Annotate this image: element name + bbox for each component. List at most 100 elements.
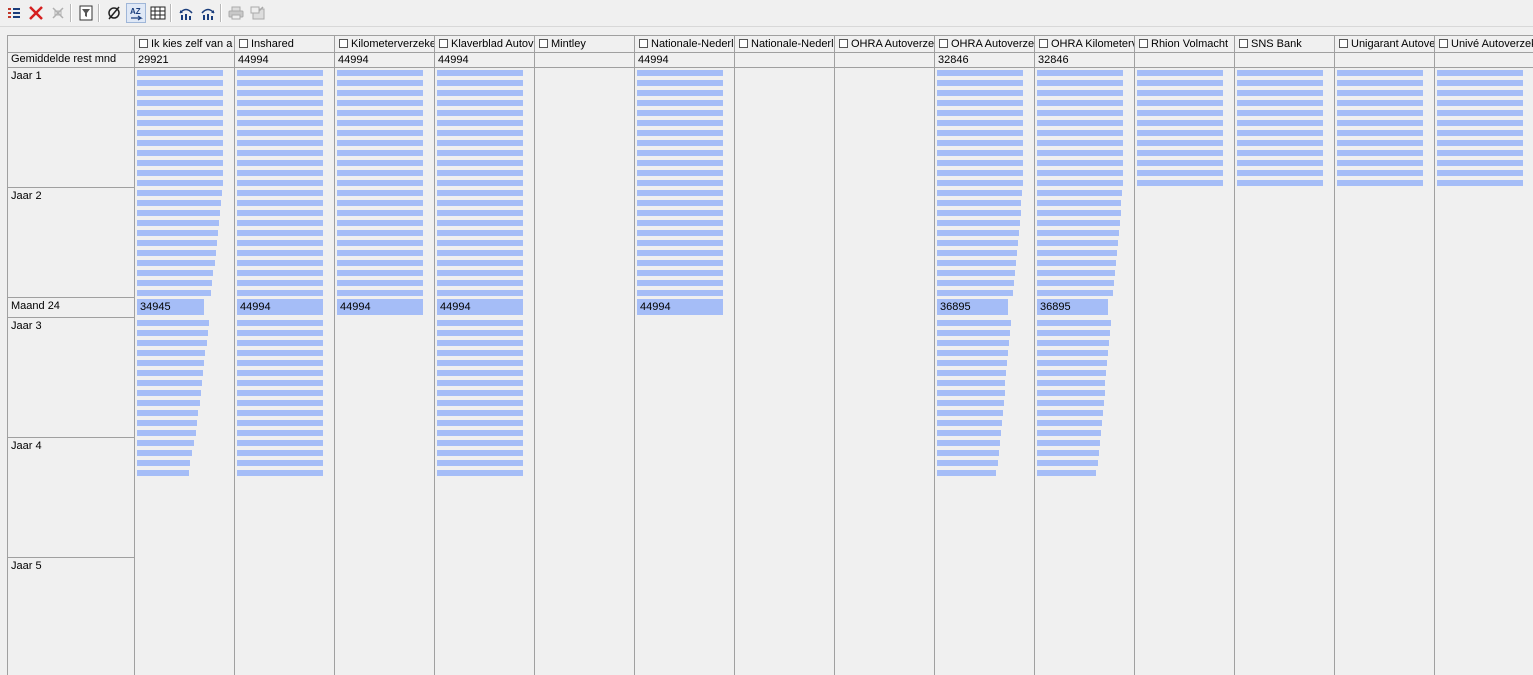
month-bar	[137, 350, 205, 356]
column-header-7[interactable]: OHRA Autoverze	[835, 36, 934, 52]
month-bar	[237, 260, 323, 266]
column-select-checkbox[interactable]	[639, 39, 648, 48]
column-select-checkbox[interactable]	[939, 39, 948, 48]
month-24-bar: 44994	[437, 299, 523, 315]
month-bar	[237, 460, 323, 466]
column-header-1[interactable]: Inshared	[235, 36, 334, 52]
month-bar	[937, 290, 1013, 296]
column-header-5[interactable]: Nationale-Nederl	[635, 36, 734, 52]
month-bar	[437, 220, 523, 226]
month-bar	[1337, 180, 1423, 186]
month-bar	[437, 200, 523, 206]
column-select-checkbox[interactable]	[139, 39, 148, 48]
empty-set-button[interactable]	[104, 3, 124, 23]
chart-back-button[interactable]	[176, 3, 196, 23]
month-bar	[137, 180, 223, 186]
column-select-checkbox[interactable]	[439, 39, 448, 48]
grid-border-top	[7, 35, 1533, 36]
month-bar	[1037, 370, 1106, 376]
month-bar	[137, 250, 216, 256]
column-select-checkbox[interactable]	[739, 39, 748, 48]
month-bar	[237, 340, 323, 346]
month-bar	[137, 140, 223, 146]
month-bar	[137, 430, 196, 436]
month-bar	[137, 390, 201, 396]
column-header-10[interactable]: Rhion Volmacht	[1135, 36, 1234, 52]
column-select-checkbox[interactable]	[339, 39, 348, 48]
month-24-bar: 36895	[1037, 299, 1108, 315]
delete-button[interactable]	[26, 3, 46, 23]
column-header-3[interactable]: Klaverblad Autov	[435, 36, 534, 52]
column-header-12[interactable]: Unigarant Autove	[1335, 36, 1434, 52]
month-bar	[1137, 100, 1223, 106]
month-bar	[1037, 280, 1114, 286]
grid-column-divider	[334, 35, 335, 675]
column-header-0[interactable]: Ik kies zelf van a	[135, 36, 234, 52]
month-bar	[937, 400, 1004, 406]
column-select-checkbox[interactable]	[1239, 39, 1248, 48]
column-header-2[interactable]: Kilometerverzeke	[335, 36, 434, 52]
month-bar	[137, 240, 217, 246]
month-bar	[237, 440, 323, 446]
month-bar	[1237, 70, 1323, 76]
month-bar	[1037, 340, 1109, 346]
row-divider	[7, 557, 134, 558]
month-bar	[1337, 140, 1423, 146]
column-header-8[interactable]: OHRA Autoverze	[935, 36, 1034, 52]
table-grid-button[interactable]	[148, 3, 168, 23]
filter-column-button[interactable]	[76, 3, 96, 23]
month-bar	[237, 80, 323, 86]
column-header-9[interactable]: OHRA Kilometerv	[1035, 36, 1134, 52]
month-bar	[337, 240, 423, 246]
month-bar	[237, 180, 323, 186]
month-bar	[1337, 160, 1423, 166]
month-bar	[1437, 110, 1523, 116]
avg-value: 44994	[638, 54, 669, 66]
month-bar	[237, 410, 323, 416]
column-select-checkbox[interactable]	[1339, 39, 1348, 48]
month-bar	[937, 410, 1003, 416]
month-bar	[237, 200, 323, 206]
month-bar	[937, 90, 1023, 96]
month-bar	[637, 130, 723, 136]
month-bar	[937, 100, 1023, 106]
column-header-13[interactable]: Univé Autoverzek	[1435, 36, 1533, 52]
month-bar	[437, 410, 523, 416]
month-bar	[237, 470, 323, 476]
month-bar	[637, 70, 723, 76]
month-bar	[337, 130, 423, 136]
column-select-checkbox[interactable]	[539, 39, 548, 48]
month-bar	[237, 420, 323, 426]
month-24-value: 44994	[340, 301, 371, 313]
column-select-checkbox[interactable]	[839, 39, 848, 48]
column-select-checkbox[interactable]	[239, 39, 248, 48]
sort-az-button[interactable]: AZ	[126, 3, 146, 23]
month-bar	[1037, 230, 1119, 236]
month-bar	[1137, 170, 1223, 176]
grid-column-divider	[1134, 35, 1135, 675]
month-bar	[437, 430, 523, 436]
month-bar	[137, 120, 223, 126]
month-bar	[937, 450, 999, 456]
column-select-checkbox[interactable]	[1139, 39, 1148, 48]
month-bar	[437, 260, 523, 266]
month-bar	[1037, 140, 1123, 146]
month-24-value: 36895	[1040, 301, 1071, 313]
month-bar	[237, 350, 323, 356]
month-bar	[237, 400, 323, 406]
month-bar	[137, 230, 218, 236]
column-header-6[interactable]: Nationale-Nederl	[735, 36, 834, 52]
month-bar	[1337, 110, 1423, 116]
toolbar-separator	[70, 4, 72, 22]
column-select-checkbox[interactable]	[1439, 39, 1448, 48]
month-24-value: 34945	[140, 301, 171, 313]
column-header-11[interactable]: SNS Bank	[1235, 36, 1334, 52]
column-header-4[interactable]: Mintley	[535, 36, 634, 52]
list-view-button[interactable]	[4, 3, 24, 23]
avg-value: 44994	[438, 54, 469, 66]
month-bar	[437, 460, 523, 466]
column-select-checkbox[interactable]	[1039, 39, 1048, 48]
chart-forward-button[interactable]	[198, 3, 218, 23]
month-bar	[337, 280, 423, 286]
avg-value-cell	[835, 53, 934, 68]
